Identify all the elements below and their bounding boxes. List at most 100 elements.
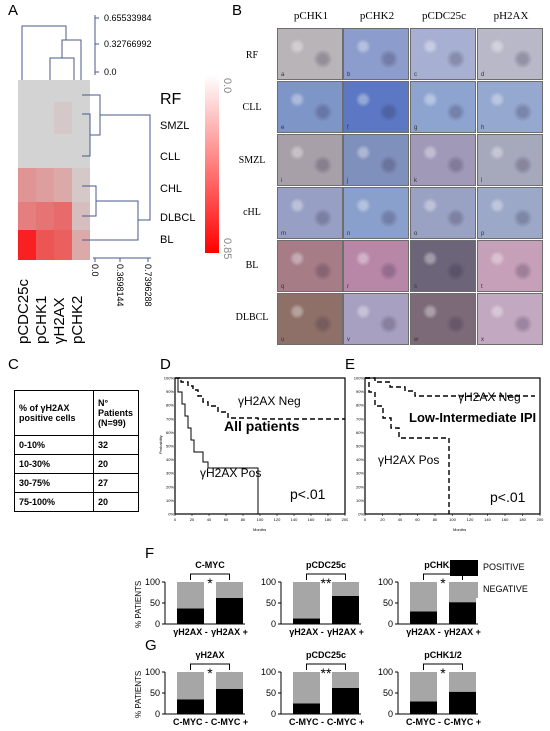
- km-y-tick: 30%: [166, 471, 174, 476]
- ihc-col-header: pCHK2: [359, 10, 395, 22]
- significance-bracket: [423, 573, 463, 580]
- bar-negative: [177, 672, 204, 700]
- significance-marker: *: [440, 665, 446, 681]
- bar-y-tick: 100: [378, 577, 393, 587]
- bar-y-tick: 0: [155, 709, 160, 719]
- bar-chart-g-1: 0 50 100 C-MYC - C-MYC + ** pCDC25c: [261, 650, 364, 727]
- km-pos-curve: [175, 377, 259, 514]
- ihc-micrograph: i: [277, 134, 343, 186]
- ihc-micrograph: r: [343, 240, 409, 292]
- bar-negative: [216, 672, 243, 689]
- km-x-tick: 0: [364, 517, 367, 522]
- ihc-subpanel-letter: v: [347, 337, 350, 343]
- ihc-micrograph: w: [410, 293, 476, 345]
- table-row: 75-100% 20: [14, 492, 139, 512]
- bar-category-label: γH2AX +: [327, 627, 364, 637]
- km-y-tick: 10%: [356, 498, 364, 503]
- ihc-micrograph: h: [477, 81, 543, 133]
- km-x-tick: 120: [274, 517, 281, 522]
- km-y-tick: 30%: [356, 471, 364, 476]
- ihc-row-header: SMZL: [238, 155, 266, 166]
- km-x-tick: 140: [484, 517, 491, 522]
- bar-category-label: C-MYC -: [173, 717, 208, 727]
- km-x-label: Months: [453, 527, 466, 532]
- bar-positive: [449, 691, 476, 714]
- bar-y-tick: 0: [271, 709, 276, 719]
- significance-marker: *: [207, 575, 213, 591]
- ihc-subpanel-letter: i: [281, 178, 283, 184]
- km-pos-curve: [365, 377, 450, 514]
- ihc-micrograph: q: [277, 240, 343, 292]
- bar-positive: [177, 699, 204, 714]
- bar-negative: [410, 672, 437, 702]
- km-x-tick: 140: [291, 517, 298, 522]
- ihc-subpanel-letter: h: [481, 125, 485, 131]
- ihc-subpanel-letter: k: [414, 178, 417, 184]
- legend-positive-label: POSITIVE: [483, 562, 525, 572]
- heatmap-row-label: DLBCL: [160, 212, 195, 224]
- km-y-tick: 80%: [166, 403, 174, 408]
- heatmap-col-label: pCDC25c: [15, 278, 32, 344]
- bar-positive: [410, 701, 437, 714]
- ihc-subpanel-letter: d: [481, 72, 485, 78]
- significance-marker: *: [440, 575, 446, 591]
- bar-positive: [293, 618, 320, 624]
- bar-y-tick: 0: [271, 619, 276, 629]
- significance-marker: **: [321, 665, 332, 681]
- heatmap-row-label: CHL: [160, 183, 182, 195]
- bar-category-label: γH2AX -: [289, 627, 324, 637]
- km-plot-low-intermediate-ipi: 100% 90% 80% 70% 60% 50% 40% 30% 20% 10% 0% 0 20 40 6…: [354, 376, 544, 533]
- heatmap-figure: 0.65533984 0.32766992 0.0 0.0 0.3698144 …: [15, 13, 232, 344]
- km-x-label: Months: [253, 527, 266, 532]
- km-x-tick: 180: [325, 517, 332, 522]
- bar-y-tick: 100: [145, 577, 160, 587]
- significance-marker: **: [321, 575, 332, 591]
- bar-y-tick: 50: [383, 688, 393, 698]
- bar-positive: [332, 687, 359, 714]
- ihc-col-header: pCDC25c: [422, 10, 466, 22]
- km-y-ticks: 100% 90% 80% 70% 60% 50% 40% 30% 20% 10% 0%: [164, 376, 175, 517]
- ihc-micrograph: e: [277, 81, 343, 133]
- heatmap-cells: [18, 80, 90, 260]
- km-pvalue: p<.01: [490, 489, 526, 505]
- significance-bracket: [306, 663, 346, 670]
- bar-y-tick: 50: [266, 688, 276, 698]
- heatmap-cell: [54, 202, 72, 230]
- bar-chart-f-1: 0 50 100 γH2AX - γH2AX + ** pCDC25c: [261, 560, 364, 637]
- heatmap-cell: [18, 202, 36, 230]
- heatmap-cell: [72, 230, 90, 260]
- heatmap-row-title: RF: [160, 91, 182, 108]
- km-y-tick: 50%: [356, 444, 364, 449]
- km-y-tick: 40%: [166, 457, 174, 462]
- table-row: 0-10% 32: [14, 435, 139, 455]
- ihc-micrograph: s: [410, 240, 476, 292]
- ihc-subpanel-letter: m: [281, 231, 286, 237]
- km-y-tick: 70%: [166, 416, 174, 421]
- km-y-ticks: 100% 90% 80% 70% 60% 50% 40% 30% 20% 10% 0%: [354, 376, 365, 517]
- bar-negative: [410, 582, 437, 612]
- ihc-micrograph: p: [477, 187, 543, 239]
- heatmap-cell: [72, 102, 90, 134]
- km-plot-all-patients: 100% 90% 80% 70% 60% 50% 40% 30% 20% 10% 0% 0 20 40 6…: [158, 376, 348, 533]
- km-neg-label: γH2AX Neg: [458, 390, 521, 404]
- ihc-micrograph: u: [277, 293, 343, 345]
- ihc-subpanel-letter: r: [347, 284, 349, 290]
- km-x-tick: 40: [398, 517, 403, 522]
- heatmap-cell: [54, 230, 72, 260]
- km-y-tick: 20%: [166, 484, 174, 489]
- km-y-tick: 60%: [356, 430, 364, 435]
- ihc-row-header: DLBCL: [235, 312, 269, 323]
- heatmap-cell: [18, 134, 36, 168]
- km-x-tick: 0: [174, 517, 177, 522]
- bar-category-label: γH2AX -: [406, 627, 441, 637]
- ihc-subpanel-letter: p: [481, 231, 485, 237]
- colorbar-tick: 0.0: [221, 78, 232, 93]
- table-cell: 20: [93, 492, 139, 512]
- heatmap-cell: [54, 80, 72, 102]
- ihc-subpanel-letter: x: [481, 337, 484, 343]
- km-y-tick: 50%: [166, 444, 174, 449]
- bar-category-label: C-MYC +: [327, 717, 364, 727]
- top-dendro-tick: 0.32766992: [104, 39, 152, 49]
- ihc-micrograph: t: [477, 240, 543, 292]
- bar-positive: [332, 595, 359, 624]
